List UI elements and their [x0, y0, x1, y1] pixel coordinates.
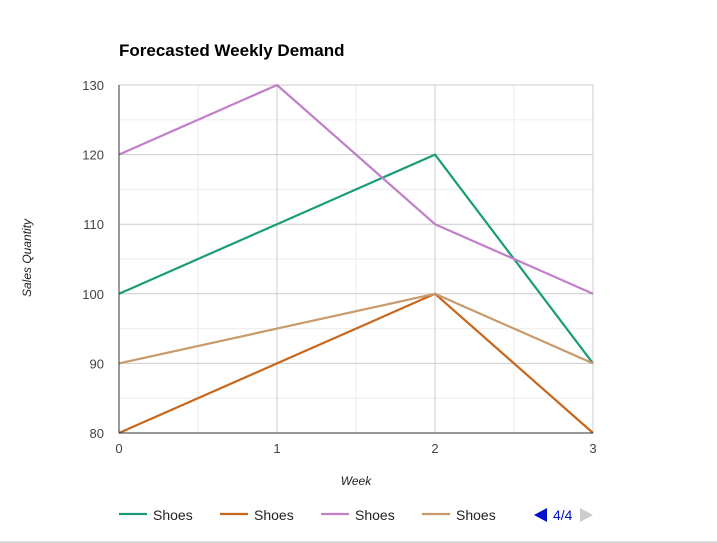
prev-page-icon[interactable]	[534, 508, 547, 522]
series-lines	[118, 83, 594, 435]
series-line-3	[118, 83, 594, 295]
y-tick-label: 120	[82, 148, 104, 163]
series-line-2	[118, 292, 594, 435]
y-tick-label: 100	[82, 287, 104, 302]
legend-label: Shoes	[456, 507, 496, 523]
y-axis-ticks: 80 90 100 110 120 130	[82, 78, 104, 441]
minor-gridlines	[119, 85, 593, 433]
x-tick-label: 2	[431, 441, 438, 456]
bottom-divider	[0, 541, 717, 543]
y-tick-label: 90	[90, 356, 104, 371]
next-page-icon	[580, 508, 593, 522]
legend-item-3: Shoes	[321, 507, 395, 523]
chart-title: Forecasted Weekly Demand	[119, 41, 345, 60]
legend-label: Shoes	[355, 507, 395, 523]
x-axis-label: Week	[341, 474, 372, 488]
pager-label: 4/4	[553, 507, 573, 523]
y-axis-label: Sales Quantity	[20, 218, 34, 297]
legend-item-1: Shoes	[119, 507, 193, 523]
x-tick-label: 1	[273, 441, 280, 456]
y-tick-label: 80	[90, 426, 104, 441]
x-tick-label: 3	[589, 441, 596, 456]
x-axis-ticks: 0 1 2 3	[115, 441, 596, 456]
legend-item-4: Shoes	[422, 507, 496, 523]
major-gridlines	[119, 84, 594, 433]
legend-item-2: Shoes	[220, 507, 294, 523]
x-tick-label: 0	[115, 441, 122, 456]
y-tick-label: 130	[82, 78, 104, 93]
legend-label: Shoes	[254, 507, 294, 523]
y-tick-label: 110	[83, 217, 104, 232]
legend-pager: 4/4	[534, 507, 593, 523]
series-line-4	[118, 292, 594, 365]
legend-label: Shoes	[153, 507, 193, 523]
legend: Shoes Shoes Shoes Shoes	[119, 507, 496, 523]
